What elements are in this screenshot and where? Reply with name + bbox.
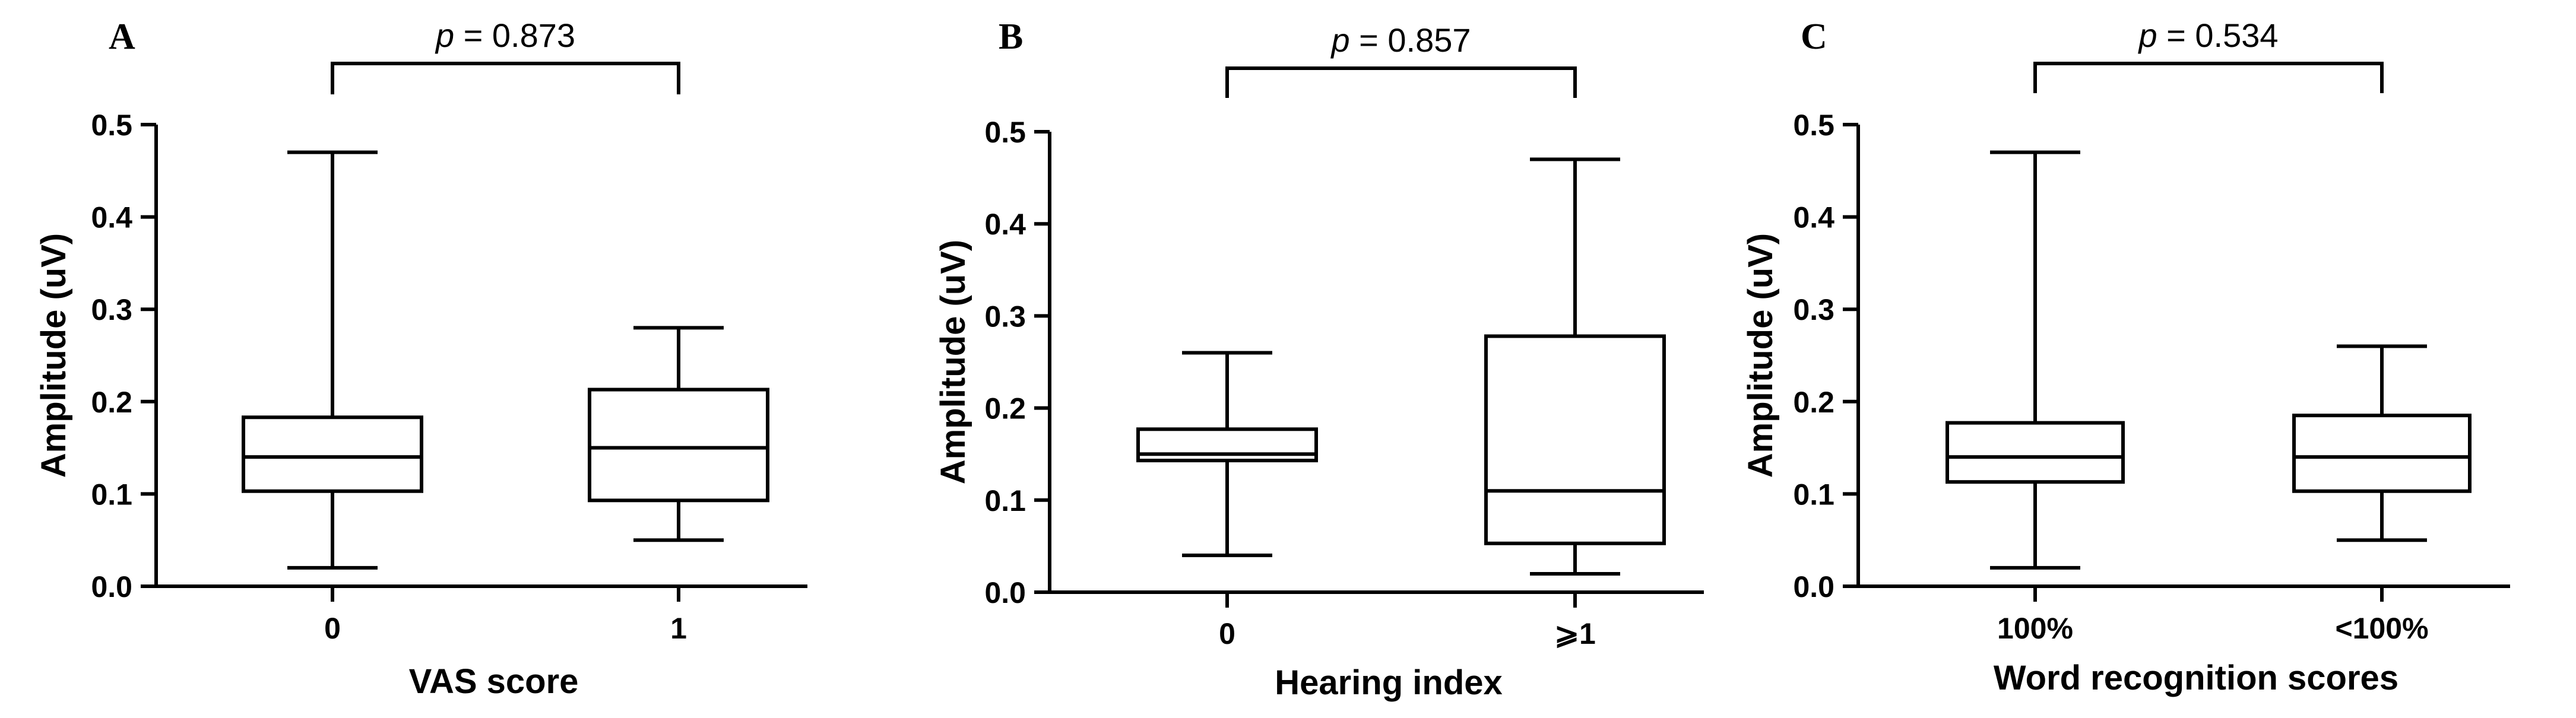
y-tick-label: 0.3 — [1793, 293, 1834, 326]
x-tick-label: ⩾1 — [1554, 617, 1596, 650]
y-axis-title: Amplitude (uV) — [1741, 233, 1780, 478]
y-tick-label: 0.1 — [91, 478, 132, 511]
chart-panel-a: A 0.0 0.1 0.2 0.3 0.4 0.5 Amplitude (uV) 0 1 VAS s… — [34, 17, 807, 701]
box-iqr — [1136, 427, 1318, 463]
y-tick-label: 0.2 — [91, 386, 132, 419]
box-plot-0 — [1946, 150, 2125, 570]
p-value-label: p = 0.873 — [435, 17, 575, 54]
y-tick-label: 0.4 — [984, 208, 1026, 241]
x-tick-label: 0 — [324, 612, 341, 645]
panel-letter: A — [109, 17, 135, 57]
y-axis-title: Amplitude (uV) — [934, 240, 972, 484]
y-tick-label: 0.0 — [984, 576, 1026, 609]
p-symbol: p — [1330, 21, 1349, 59]
y-tick-label: 0.3 — [91, 293, 132, 326]
y-tick-label: 0.4 — [91, 201, 132, 234]
x-tick-label: <100% — [2335, 612, 2428, 645]
box-plot-1 — [2292, 344, 2472, 542]
significance-bracket — [331, 62, 680, 94]
y-axis-title: Amplitude (uV) — [34, 233, 73, 478]
y-tick-label: 0.0 — [1793, 570, 1834, 603]
y-tick-label: 0.0 — [91, 570, 132, 603]
box-plot-1 — [1484, 157, 1666, 576]
p-value-text: = 0.873 — [454, 17, 575, 54]
p-value-label: p = 0.857 — [1330, 21, 1471, 59]
p-symbol: p — [435, 17, 454, 54]
y-tick-label: 0.4 — [1793, 201, 1834, 234]
chart-panel-c: C 0.0 0.1 0.2 0.3 0.4 0.5 Amplitude (uV) 100% <10… — [1741, 17, 2510, 697]
x-tick-label: 100% — [1997, 612, 2073, 645]
box-iqr — [242, 415, 423, 493]
y-tick-label: 0.5 — [984, 116, 1026, 149]
x-axis-title: Word recognition scores — [1994, 659, 2398, 697]
y-tick-label: 0.3 — [984, 300, 1026, 333]
panel-letter: C — [1801, 17, 1827, 57]
x-tick-label: 0 — [1219, 617, 1235, 650]
box-iqr — [1484, 334, 1666, 545]
box-iqr — [1946, 421, 2125, 484]
significance-bracket — [1225, 66, 1577, 98]
x-axis-title: Hearing index — [1275, 663, 1503, 702]
significance-bracket — [2033, 62, 2384, 93]
y-tick-label: 0.1 — [1793, 478, 1834, 511]
y-tick-label: 0.5 — [91, 109, 132, 142]
chart-panel-b: B 0.0 0.1 0.2 0.3 0.4 0.5 Amplitude (uV) 0 ⩾1 Hear… — [934, 17, 1704, 702]
y-tick-label: 0.1 — [984, 484, 1026, 517]
box-plot-1 — [588, 326, 769, 542]
box-plot-0 — [1136, 351, 1318, 557]
panel-letter: B — [999, 17, 1023, 57]
box-plot-0 — [242, 150, 423, 570]
y-tick-label: 0.2 — [1793, 386, 1834, 419]
x-axis-title: VAS score — [409, 662, 579, 701]
p-value-label: p = 0.534 — [2137, 17, 2278, 54]
p-symbol: p — [2137, 17, 2157, 54]
p-value-text: = 0.857 — [1350, 21, 1471, 59]
y-tick-label: 0.5 — [1793, 109, 1834, 142]
box-iqr — [2292, 414, 2472, 493]
y-tick-label: 0.2 — [984, 392, 1026, 425]
x-tick-label: 1 — [670, 612, 687, 645]
p-value-text: = 0.534 — [2157, 17, 2279, 54]
box-iqr — [588, 387, 769, 503]
